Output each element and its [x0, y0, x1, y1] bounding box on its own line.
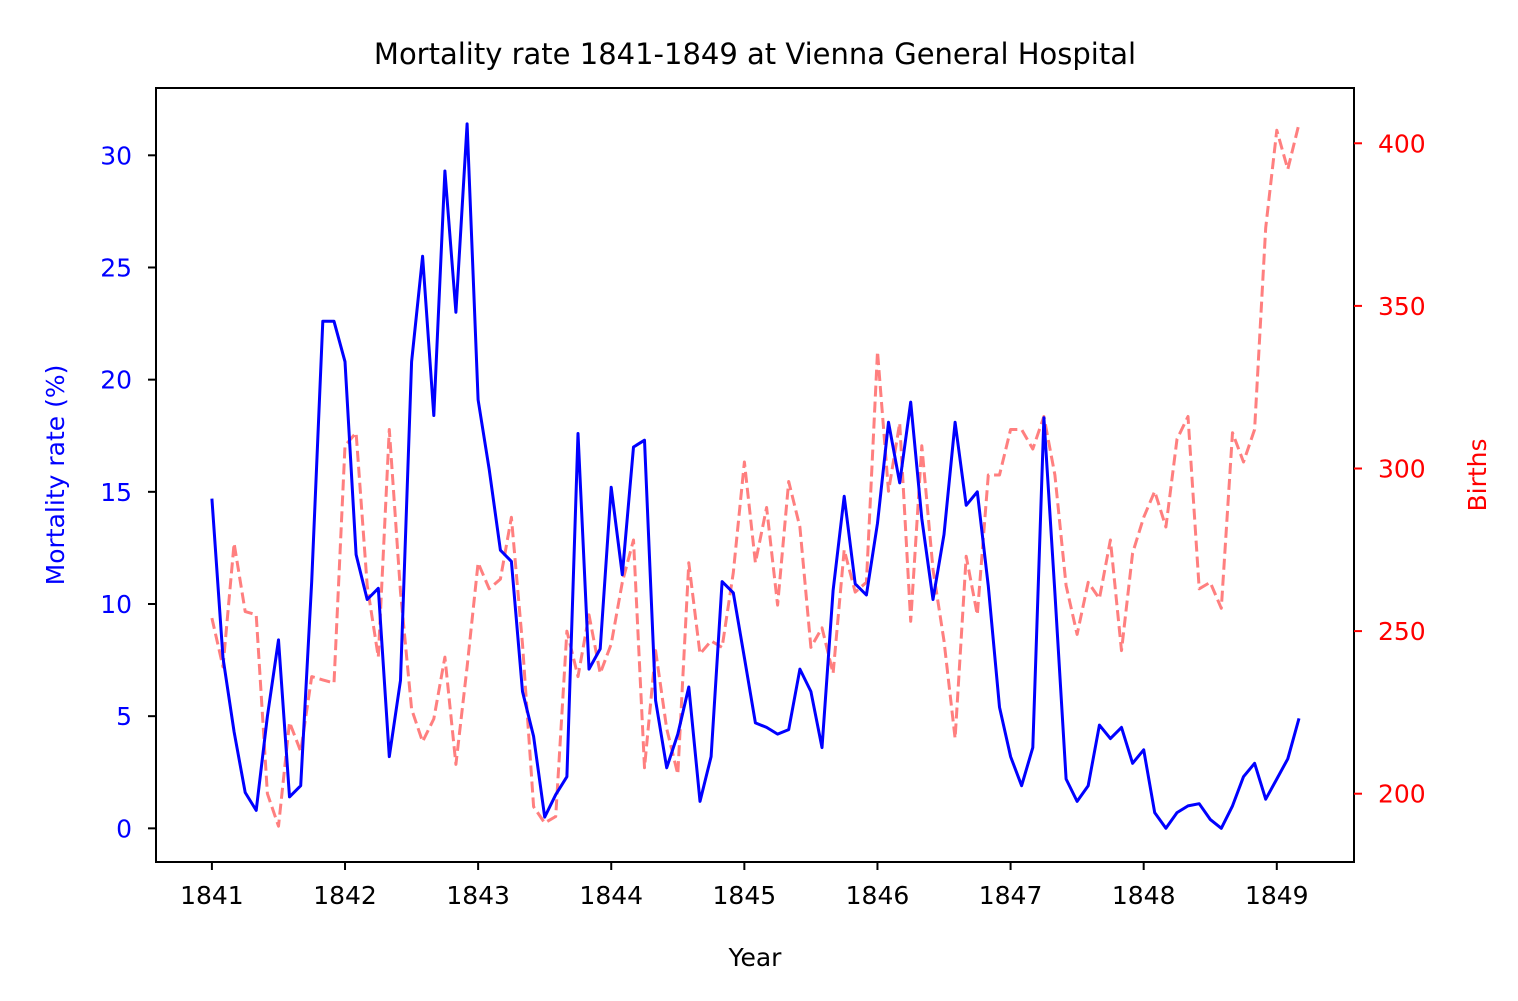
y-left-tick-label: 15 [100, 478, 132, 507]
x-tick-label: 1846 [846, 881, 910, 910]
y-axis-left-label: Mortality rate (%) [41, 365, 70, 586]
y-right-tick-label: 300 [1378, 454, 1426, 483]
y-right-tick-label: 250 [1378, 617, 1426, 646]
y-right-tick-label: 200 [1378, 780, 1426, 809]
y-axis-right-label: Births [1463, 438, 1492, 511]
y-left-tick-label: 10 [100, 590, 132, 619]
x-tick-label: 1848 [1112, 881, 1176, 910]
x-axis: 1841 1842 1843 1844 1845 1846 1847 1848 1849 [180, 862, 1309, 910]
y-right-tick-label: 350 [1378, 292, 1426, 321]
x-axis-label: Year [728, 943, 783, 972]
x-tick-label: 1845 [713, 881, 777, 910]
y-left-tick-label: 20 [100, 366, 132, 395]
y-left-tick-label: 30 [100, 141, 132, 170]
chart-title: Mortality rate 1841-1849 at Vienna Gener… [374, 37, 1136, 71]
x-tick-label: 1849 [1245, 881, 1309, 910]
x-tick-label: 1844 [579, 881, 643, 910]
x-tick-label: 1842 [313, 881, 377, 910]
x-tick-label: 1843 [446, 881, 510, 910]
x-tick-label: 1841 [180, 881, 244, 910]
y-left-tick-label: 0 [116, 814, 132, 843]
y-left-tick-label: 25 [100, 253, 132, 282]
y-right-tick-label: 400 [1378, 129, 1426, 158]
y-axis-left: 0 5 10 15 20 25 30 [100, 141, 156, 843]
y-left-tick-label: 5 [116, 702, 132, 731]
x-tick-label: 1847 [979, 881, 1043, 910]
y-axis-right: 200 250 300 350 400 [1354, 129, 1426, 808]
plot-marks [212, 124, 1299, 829]
mortality-rate-line [212, 124, 1299, 828]
plot-frame [156, 88, 1354, 862]
